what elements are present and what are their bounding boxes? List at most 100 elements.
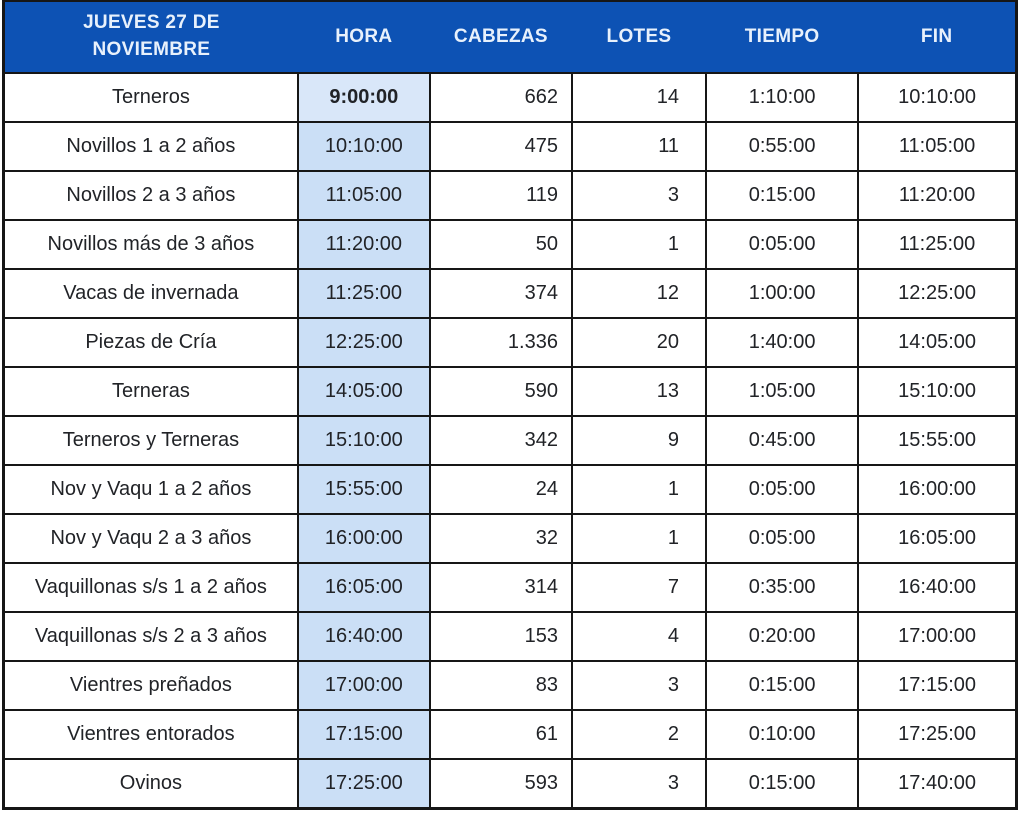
tiempo-cell: 1:00:00 (704, 268, 860, 319)
category-cell: Terneros y Terneras (2, 415, 299, 466)
category-cell: Nov y Vaqu 1 a 2 años (2, 464, 299, 515)
cabezas-cell: 83 (428, 660, 573, 711)
hora-cell: 9:00:00 (296, 72, 431, 123)
table-row: Novillos más de 3 años 11:20:00 50 1 0:0… (2, 219, 1018, 270)
tiempo-cell: 0:45:00 (704, 415, 860, 466)
hora-cell: 17:15:00 (296, 709, 431, 760)
column-header-lotes: LOTES (571, 1, 706, 74)
lotes-cell: 13 (570, 366, 708, 417)
tiempo-cell: 1:05:00 (704, 366, 860, 417)
lotes-cell: 3 (570, 660, 708, 711)
hora-cell: 17:25:00 (296, 758, 431, 810)
table-row: Piezas de Cría 12:25:00 1.336 20 1:40:00… (2, 317, 1018, 368)
lotes-cell: 11 (570, 121, 708, 172)
table-row: Vacas de invernada 11:25:00 374 12 1:00:… (2, 268, 1018, 319)
table-row: Vientres preñados 17:00:00 83 3 0:15:00 … (2, 660, 1018, 711)
lotes-cell: 1 (570, 464, 708, 515)
fin-cell: 14:05:00 (857, 317, 1018, 368)
lotes-cell: 7 (570, 562, 708, 613)
hora-cell: 11:20:00 (296, 219, 431, 270)
cabezas-cell: 24 (428, 464, 573, 515)
table-row: Terneras 14:05:00 590 13 1:05:00 15:10:0… (2, 366, 1018, 417)
cabezas-cell: 374 (428, 268, 573, 319)
tiempo-cell: 0:15:00 (704, 170, 860, 221)
column-header-cabezas: CABEZAS (429, 1, 572, 74)
tiempo-cell: 0:20:00 (704, 611, 860, 662)
tiempo-cell: 0:05:00 (704, 464, 860, 515)
lotes-cell: 3 (570, 170, 708, 221)
fin-cell: 11:20:00 (857, 170, 1018, 221)
cabezas-cell: 153 (428, 611, 573, 662)
table-row: Vaquillonas s/s 2 a 3 años 16:40:00 153 … (2, 611, 1018, 662)
fin-cell: 17:00:00 (857, 611, 1018, 662)
fin-cell: 17:15:00 (857, 660, 1018, 711)
lotes-cell: 3 (570, 758, 708, 810)
category-cell: Vientres preñados (2, 660, 299, 711)
fin-cell: 16:05:00 (857, 513, 1018, 564)
tiempo-cell: 1:10:00 (704, 72, 860, 123)
tiempo-cell: 0:55:00 (704, 121, 860, 172)
hora-cell: 14:05:00 (296, 366, 431, 417)
lotes-cell: 20 (570, 317, 708, 368)
cabezas-cell: 342 (428, 415, 573, 466)
table-row: Terneros y Terneras 15:10:00 342 9 0:45:… (2, 415, 1018, 466)
cabezas-cell: 119 (428, 170, 573, 221)
column-header-hora: HORA (297, 1, 430, 74)
category-cell: Terneros (2, 72, 299, 123)
cabezas-cell: 475 (428, 121, 573, 172)
tiempo-cell: 0:15:00 (704, 660, 860, 711)
date-header-text: JUEVES 27 DE NOVIEMBRE (83, 12, 220, 60)
category-cell: Vacas de invernada (2, 268, 299, 319)
cabezas-cell: 314 (428, 562, 573, 613)
fin-cell: 11:05:00 (857, 121, 1018, 172)
hora-cell: 16:05:00 (296, 562, 431, 613)
cabezas-cell: 593 (428, 758, 573, 810)
cabezas-cell: 50 (428, 219, 573, 270)
column-header-tiempo: TIEMPO (706, 1, 859, 74)
category-cell: Vientres entorados (2, 709, 299, 760)
fin-cell: 11:25:00 (857, 219, 1018, 270)
table-row: Ovinos 17:25:00 593 3 0:15:00 17:40:00 (2, 758, 1018, 810)
fin-cell: 15:10:00 (857, 366, 1018, 417)
category-cell: Vaquillonas s/s 1 a 2 años (2, 562, 299, 613)
fin-cell: 16:40:00 (857, 562, 1018, 613)
table-row: Nov y Vaqu 2 a 3 años 16:00:00 32 1 0:05… (2, 513, 1018, 564)
auction-schedule-table: JUEVES 27 DE NOVIEMBRE HORA CABEZAS LOTE… (2, 0, 1018, 810)
category-cell: Nov y Vaqu 2 a 3 años (2, 513, 299, 564)
tiempo-cell: 0:35:00 (704, 562, 860, 613)
cabezas-cell: 590 (428, 366, 573, 417)
hora-cell: 12:25:00 (296, 317, 431, 368)
header-row: JUEVES 27 DE NOVIEMBRE HORA CABEZAS LOTE… (3, 1, 1017, 74)
hora-cell: 15:10:00 (296, 415, 431, 466)
fin-cell: 15:55:00 (857, 415, 1018, 466)
category-cell: Terneras (2, 366, 299, 417)
tiempo-cell: 1:40:00 (704, 317, 860, 368)
cabezas-cell: 32 (428, 513, 573, 564)
table-row: Terneros 9:00:00 662 14 1:10:00 10:10:00 (2, 72, 1018, 123)
table-row: Vientres entorados 17:15:00 61 2 0:10:00… (2, 709, 1018, 760)
fin-cell: 16:00:00 (857, 464, 1018, 515)
cabezas-cell: 1.336 (428, 317, 573, 368)
category-cell: Vaquillonas s/s 2 a 3 años (2, 611, 299, 662)
column-header-fin: FIN (858, 1, 1017, 74)
table-row: Novillos 1 a 2 años 10:10:00 475 11 0:55… (2, 121, 1018, 172)
fin-cell: 12:25:00 (857, 268, 1018, 319)
tiempo-cell: 0:15:00 (704, 758, 860, 810)
category-cell: Ovinos (2, 758, 299, 810)
hora-cell: 11:05:00 (296, 170, 431, 221)
table-body: Terneros 9:00:00 662 14 1:10:00 10:10:00… (2, 72, 1018, 810)
lotes-cell: 12 (570, 268, 708, 319)
category-cell: Novillos más de 3 años (2, 219, 299, 270)
lotes-cell: 1 (570, 219, 708, 270)
tiempo-cell: 0:10:00 (704, 709, 860, 760)
lotes-cell: 14 (570, 72, 708, 123)
lotes-cell: 2 (570, 709, 708, 760)
lotes-cell: 4 (570, 611, 708, 662)
category-cell: Novillos 1 a 2 años (2, 121, 299, 172)
table-row: Vaquillonas s/s 1 a 2 años 16:05:00 314 … (2, 562, 1018, 613)
hora-cell: 11:25:00 (296, 268, 431, 319)
auction-schedule-table-wrap: JUEVES 27 DE NOVIEMBRE HORA CABEZAS LOTE… (2, 0, 1018, 810)
cabezas-cell: 61 (428, 709, 573, 760)
lotes-cell: 9 (570, 415, 708, 466)
category-cell: Novillos 2 a 3 años (2, 170, 299, 221)
